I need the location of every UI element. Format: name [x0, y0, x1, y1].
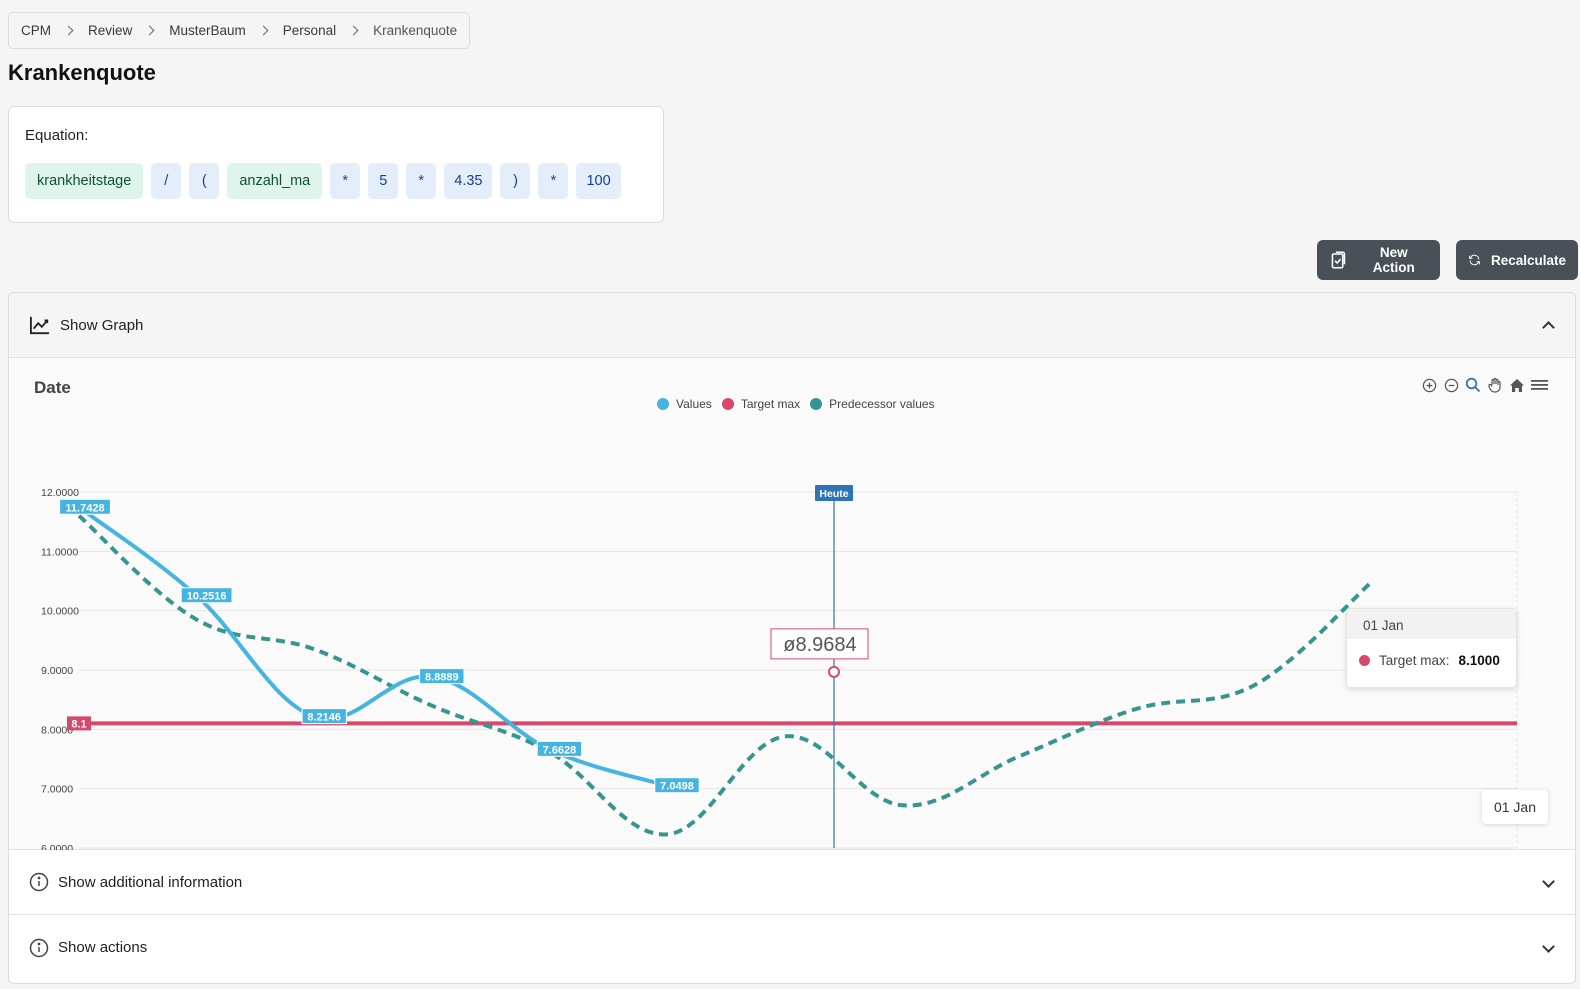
show-additional-info-header[interactable]: Show additional information	[9, 850, 1575, 915]
show-graph-header[interactable]: Show Graph	[9, 293, 1575, 358]
chart-line-icon	[30, 316, 50, 335]
zoom-out-icon[interactable]	[1441, 376, 1461, 394]
average-label-box	[770, 628, 869, 660]
average-label: ø8.9684	[783, 634, 856, 656]
today-label-bg	[814, 485, 853, 501]
pan-hand-icon[interactable]	[1485, 376, 1505, 394]
chart-area: Date Values Target max Predecessor value…	[9, 358, 1575, 850]
refresh-icon	[1469, 254, 1480, 266]
chevron-right-icon	[348, 25, 359, 36]
tooltip-title: 01 Jan	[1347, 609, 1516, 639]
value-label-bg	[419, 668, 465, 685]
equation-label: Equation:	[25, 127, 89, 144]
show-actions-header[interactable]: Show actions	[9, 915, 1575, 980]
legend-item-values[interactable]: Values	[657, 397, 712, 411]
chevron-down-icon[interactable]	[1542, 940, 1555, 953]
chevron-right-icon	[144, 25, 155, 36]
y-tick-label: 10.0000	[41, 606, 79, 618]
target-max-label: 8.1	[71, 718, 86, 730]
value-label: 7.6628	[543, 744, 577, 756]
breadcrumb-item: Krankenquote	[373, 23, 458, 38]
equation-operator: /	[151, 163, 182, 199]
tooltip-series: Target max:	[1379, 653, 1450, 668]
show-additional-info-label: Show additional information	[58, 873, 243, 891]
equation-operator: 4.35	[444, 163, 493, 199]
breadcrumb: CPM Review MusterBaum Personal Krankenquote	[8, 12, 470, 49]
value-label: 10.2516	[187, 591, 227, 603]
new-action-button[interactable]: New Action	[1317, 240, 1440, 280]
info-circle-icon	[29, 872, 49, 892]
equation-operator: *	[406, 163, 437, 199]
accordion: Show Graph Date Values Target max Predec…	[8, 292, 1576, 984]
breadcrumb-item[interactable]: Personal	[282, 23, 337, 38]
equation-operator: *	[330, 163, 361, 199]
info-circle-icon	[29, 938, 49, 957]
page-title: Krankenquote	[8, 60, 156, 85]
y-tick-label: 8.0000	[41, 724, 73, 736]
equation-operator: *	[538, 163, 569, 199]
equation-card: Equation: krankheitstage /(anzahl_ma * 5 * 4.…	[8, 106, 664, 223]
value-label-bg	[180, 587, 233, 604]
menu-icon[interactable]	[1529, 376, 1549, 394]
value-label-bg	[536, 740, 583, 757]
tooltip-dot	[1359, 655, 1370, 666]
chevron-right-icon	[258, 25, 269, 36]
recalculate-button[interactable]: Recalculate	[1456, 240, 1578, 280]
chart-title: Date	[34, 378, 71, 397]
chevron-right-icon	[63, 25, 74, 36]
value-label-bg	[654, 777, 700, 794]
target-max-label-bg	[67, 716, 91, 731]
equation-operator: )	[500, 163, 531, 199]
equation-tokens: krankheitstage /(anzahl_ma * 5 * 4.35) * 100	[25, 163, 629, 199]
zoom-in-icon[interactable]	[1419, 376, 1439, 394]
chevron-up-icon[interactable]	[1542, 321, 1555, 334]
chevron-down-icon[interactable]	[1542, 875, 1555, 888]
tooltip-value: 8.1000	[1458, 653, 1500, 668]
value-label: 8.8889	[425, 672, 459, 684]
zoom-select-icon[interactable]	[1463, 376, 1483, 394]
chart-legend: Values Target max Predecessor values	[657, 397, 945, 411]
show-graph-label: Show Graph	[60, 316, 144, 334]
y-tick-label: 7.0000	[41, 784, 73, 796]
equation-variable: anzahl_ma	[227, 163, 323, 199]
chart-toolbar	[1417, 376, 1549, 394]
show-actions-label: Show actions	[58, 939, 148, 956]
y-tick-label: 9.0000	[41, 665, 73, 677]
value-label-bg	[59, 498, 111, 515]
equation-operator: (	[189, 163, 220, 199]
equation-operator: 100	[576, 163, 621, 199]
legend-item-target-max[interactable]: Target max	[721, 397, 800, 411]
value-label-bg	[301, 708, 347, 725]
equation-operator: 5	[368, 163, 399, 199]
average-marker	[827, 665, 840, 678]
y-tick-label: 6.0000	[41, 843, 73, 850]
y-tick-label: 11.0000	[41, 546, 78, 558]
value-label: 7.0498	[660, 781, 694, 793]
value-label: 11.7428	[65, 502, 104, 514]
today-label: Heute	[819, 488, 848, 500]
new-action-label: New Action	[1372, 245, 1415, 275]
breadcrumb-item[interactable]: MusterBaum	[169, 23, 246, 38]
chart-tooltip: 01 Jan Target max: 8.1000	[1346, 608, 1517, 688]
breadcrumb-item[interactable]: Review	[88, 23, 133, 38]
value-label: 8.2146	[307, 712, 341, 724]
recalculate-label: Recalculate	[1490, 252, 1566, 268]
clipboard-check-icon	[1331, 251, 1346, 269]
breadcrumb-item[interactable]: CPM	[21, 23, 51, 38]
legend-item-predecessor[interactable]: Predecessor values	[810, 397, 935, 411]
equation-variable: krankheitstage	[25, 163, 144, 199]
y-tick-label: 12.0000	[41, 487, 79, 499]
tooltip-row: Target max: 8.1000	[1347, 639, 1516, 668]
home-icon[interactable]	[1507, 376, 1527, 394]
predecessor-values-line	[77, 514, 1374, 837]
x-axis-tooltip: 01 Jan	[1482, 790, 1548, 824]
line-chart: 12.0000 11.0000 10.0000 9.0000 8.0000 7.0000 6…	[41, 485, 1518, 850]
